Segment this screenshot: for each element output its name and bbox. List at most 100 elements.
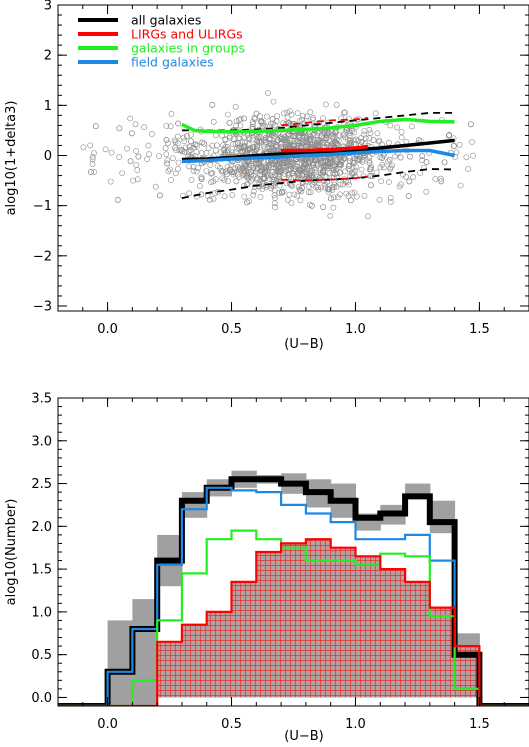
galaxy-point [288, 199, 295, 206]
galaxy-point [342, 134, 349, 141]
galaxy-point [221, 145, 228, 152]
galaxy-point [275, 164, 282, 171]
galaxy-point [326, 170, 333, 177]
galaxy-point [332, 129, 339, 136]
galaxy-point [467, 121, 474, 128]
uncertainty-bar [429, 500, 456, 534]
galaxy-point [297, 197, 304, 204]
histogram-step-line [58, 486, 529, 706]
lirg-hatched-bar [429, 607, 456, 698]
scatter-y-tick-label: 3 [44, 0, 52, 14]
galaxy-point [469, 152, 476, 159]
galaxy-point [456, 141, 463, 148]
galaxy-point [130, 177, 136, 184]
galaxy-point [389, 162, 396, 169]
galaxy-point [207, 162, 214, 168]
galaxy-point [116, 125, 123, 132]
galaxy-point [280, 162, 287, 169]
galaxy-point [190, 163, 197, 170]
galaxy-point [87, 142, 94, 149]
galaxy-point [254, 139, 260, 146]
galaxy-point [272, 204, 278, 211]
galaxy-point [222, 143, 229, 150]
uncertainty-bar [181, 492, 208, 518]
galaxy-point [259, 123, 266, 129]
galaxy-point [320, 168, 326, 174]
galaxy-point [156, 153, 162, 159]
galaxy-point [290, 133, 296, 140]
galaxy-point [280, 110, 287, 117]
galaxy-point [187, 147, 194, 153]
galaxy-point [248, 171, 255, 178]
galaxy-point [463, 154, 470, 161]
scatter-axes: 0.0 0.5 1.0 1.5 −3 −2 −1 0 1 2 3 [33, 0, 529, 337]
galaxy-point [289, 160, 295, 167]
galaxy-point [172, 170, 179, 177]
galaxy-point [366, 160, 373, 166]
galaxy-point [307, 170, 314, 177]
galaxy-point [165, 168, 172, 175]
galaxy-point [163, 123, 170, 129]
scatter-y-axis-label: alog10(1+delta3) [4, 101, 19, 216]
series-line [181, 112, 455, 132]
galaxy-point [233, 122, 239, 129]
galaxy-point [452, 154, 458, 160]
galaxy-point [146, 151, 152, 158]
galaxy-point [175, 120, 181, 127]
galaxy-point [343, 190, 350, 197]
galaxy-point [236, 135, 243, 142]
galaxy-point [237, 122, 244, 129]
galaxy-point [313, 173, 320, 180]
galaxy-point [281, 171, 288, 177]
galaxy-point [236, 165, 243, 172]
galaxy-point [333, 183, 340, 190]
galaxy-point [180, 134, 187, 141]
galaxy-point [358, 166, 365, 173]
galaxy-point [162, 145, 169, 152]
galaxy-point [206, 196, 213, 203]
galaxy-point [192, 141, 199, 148]
galaxy-point [330, 194, 337, 201]
galaxy-point [294, 192, 301, 199]
galaxy-point [183, 133, 190, 140]
galaxy-point [225, 178, 231, 185]
galaxy-point [156, 192, 163, 199]
galaxy-point [307, 137, 313, 144]
galaxy-point [91, 150, 97, 156]
galaxy-point [408, 123, 415, 130]
galaxy-point [250, 144, 257, 151]
galaxy-point [287, 158, 294, 165]
scatter-y-tick-label: −1 [33, 199, 52, 214]
galaxy-point [322, 158, 329, 165]
galaxy-point [378, 178, 384, 185]
galaxy-point [285, 171, 292, 178]
galaxy-point [330, 204, 337, 211]
galaxy-point [271, 122, 278, 129]
galaxy-point [318, 159, 325, 166]
galaxy-point [307, 133, 314, 140]
galaxy-point [223, 171, 230, 178]
histogram-y-tick-label: 0.0 [31, 691, 52, 706]
galaxy-point [219, 175, 226, 182]
galaxy-point [287, 180, 293, 187]
lirg-hatched-bar [380, 569, 406, 698]
galaxy-point [208, 170, 215, 177]
galaxy-point [366, 126, 373, 133]
galaxy-point [268, 172, 275, 179]
galaxy-point [175, 159, 182, 166]
galaxy-point [438, 178, 445, 185]
galaxy-point [275, 168, 282, 175]
galaxy-point [329, 184, 335, 191]
galaxy-point [385, 158, 391, 165]
galaxy-point [331, 171, 338, 177]
scatter-series-lines [181, 112, 455, 199]
galaxy-point [203, 168, 210, 174]
galaxy-point [244, 199, 250, 206]
scatter-y-tick-label: 2 [44, 49, 52, 64]
galaxy-point [295, 175, 301, 182]
galaxy-point [398, 134, 405, 141]
lirg-hatched-bar [305, 539, 332, 698]
galaxy-point [291, 133, 298, 140]
galaxy-point [286, 108, 293, 115]
galaxy-point [315, 120, 322, 126]
